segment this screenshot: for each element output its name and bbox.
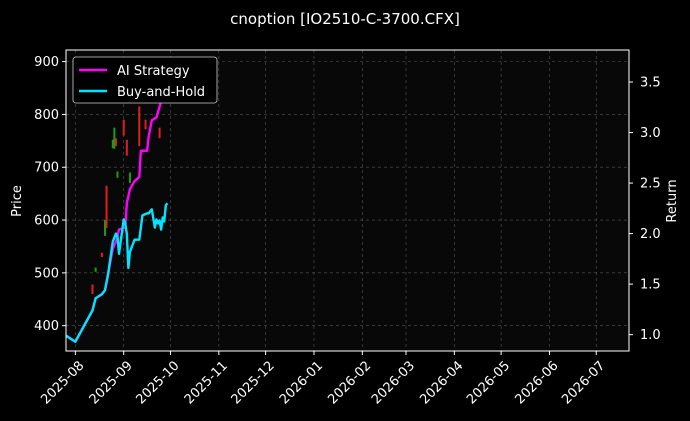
candle-bar <box>94 267 97 272</box>
y-axis-left-label: Price <box>10 185 25 217</box>
candle-bar <box>113 127 116 149</box>
candle-bar <box>103 220 106 236</box>
candle-bar <box>138 106 141 147</box>
candle-bar <box>111 139 114 149</box>
candle-bar <box>122 119 125 136</box>
legend-label-ai-strategy: AI Strategy <box>117 64 190 79</box>
x-tick-label: 2025-11 <box>182 358 231 407</box>
y-right-tick-label: 2.0 <box>640 227 661 242</box>
candlestick-series <box>91 106 161 294</box>
y-right-tick-label: 3.0 <box>640 126 661 141</box>
x-tick-label: 2026-06 <box>512 358 561 407</box>
x-tick-label: 2025-08 <box>38 358 87 407</box>
y-right-tick-label: 3.5 <box>640 76 661 91</box>
plot-frame <box>65 49 630 352</box>
y-axis-right-label: Return <box>665 179 680 222</box>
x-tick-label: 2025-12 <box>229 358 278 407</box>
candle-bar <box>144 119 147 130</box>
x-tick-label: 2025-09 <box>87 358 136 407</box>
x-tick-label: 2026-04 <box>417 358 466 407</box>
candle-bar <box>128 172 131 184</box>
candle-bar <box>91 284 94 294</box>
y-axis-right-ticks: 1.0 1.5 2.0 2.5 3.0 3.5 <box>629 76 661 343</box>
y-right-tick-label: 1.0 <box>640 328 661 343</box>
chart-title: cnoption [IO2510-C-3700.CFX] <box>230 10 460 28</box>
series-line-buy-and-hold <box>65 202 169 343</box>
y-axis-left-ticks: 400 500 600 700 800 900 <box>34 55 66 334</box>
y-right-tick-label: 1.5 <box>640 278 661 293</box>
legend-label-buy-and-hold: Buy-and-Hold <box>117 85 205 100</box>
y-left-tick-label: 400 <box>34 319 59 334</box>
candle-bar <box>125 139 128 156</box>
x-tick-label: 2025-10 <box>134 358 183 407</box>
x-tick-label: 2026-07 <box>559 358 608 407</box>
candle-bar <box>116 171 119 178</box>
y-left-tick-label: 700 <box>34 161 59 176</box>
x-tick-label: 2026-03 <box>369 358 418 407</box>
candle-bar <box>100 252 103 258</box>
x-tick-label: 2026-05 <box>464 358 513 407</box>
y-right-tick-label: 2.5 <box>640 177 661 192</box>
legend: AI Strategy Buy-and-Hold <box>72 56 218 104</box>
y-left-tick-label: 900 <box>34 55 59 70</box>
y-left-tick-label: 800 <box>34 108 59 123</box>
legend-box <box>72 56 218 104</box>
x-tick-label: 2026-01 <box>277 358 326 407</box>
x-tick-label: 2026-02 <box>325 358 374 407</box>
y-left-tick-label: 500 <box>34 266 59 281</box>
line-series <box>65 71 169 343</box>
candle-bar <box>158 127 161 139</box>
candle-bar <box>105 185 108 228</box>
candle-bar <box>114 138 117 147</box>
y-left-tick-label: 600 <box>34 214 59 229</box>
